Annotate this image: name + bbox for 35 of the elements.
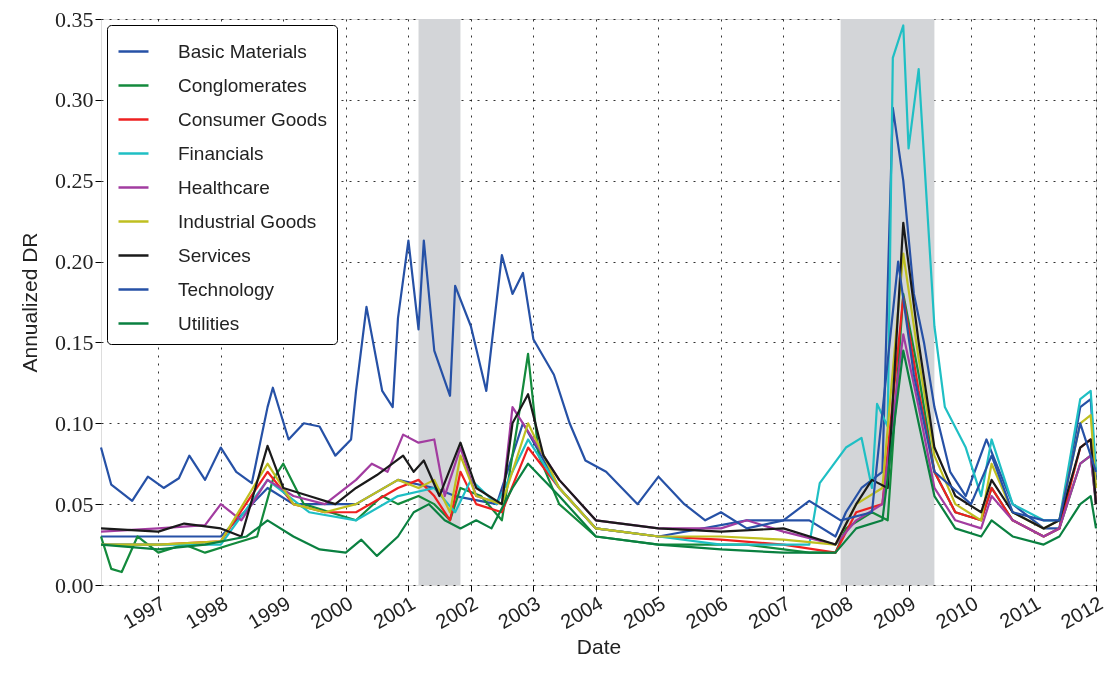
- y-axis-title: Annualized DR: [18, 232, 41, 373]
- legend-label: Services: [178, 244, 251, 266]
- legend-label: Basic Materials: [178, 40, 307, 62]
- legend-label: Conglomerates: [178, 74, 307, 96]
- x-tick-label: 2004: [556, 591, 607, 634]
- legend-label: Technology: [178, 278, 275, 300]
- x-tick-label: 2001: [369, 591, 419, 634]
- y-tick-label: 0.10: [55, 410, 94, 436]
- x-tick-label: 2011: [995, 591, 1045, 633]
- legend-label: Financials: [178, 142, 264, 164]
- x-axis-title: Date: [576, 635, 622, 659]
- x-tick-label: 2009: [869, 591, 920, 634]
- y-tick-label: 0.15: [55, 329, 94, 355]
- y-tick-label: 0.20: [55, 249, 94, 275]
- x-tick-label: 2002: [431, 591, 482, 634]
- legend-label: Healthcare: [178, 176, 270, 198]
- x-tick-label: 1997: [119, 591, 169, 634]
- x-tick-label: 2005: [619, 591, 669, 634]
- y-tick-label: 0.35: [55, 6, 94, 32]
- x-tick-label: 2012: [1056, 591, 1107, 634]
- x-tick-label: 2003: [494, 591, 544, 634]
- y-tick-label: 0.30: [55, 87, 94, 113]
- x-tick-label: 2008: [806, 591, 857, 634]
- y-tick-label: 0.00: [55, 572, 94, 598]
- x-tick-label: 1999: [244, 591, 294, 634]
- x-tick-label: 2010: [932, 591, 982, 634]
- legend-label: Utilities: [178, 312, 240, 334]
- x-tick-label: 2006: [681, 591, 732, 634]
- y-tick-label: 0.25: [55, 168, 94, 194]
- y-tick-label: 0.05: [55, 491, 94, 517]
- x-tick-label: 2007: [744, 591, 794, 634]
- legend-label: Consumer Goods: [178, 108, 327, 130]
- legend-label: Industrial Goods: [178, 210, 317, 232]
- x-tick-label: 1998: [181, 591, 232, 634]
- x-tick-label: 2000: [306, 591, 357, 634]
